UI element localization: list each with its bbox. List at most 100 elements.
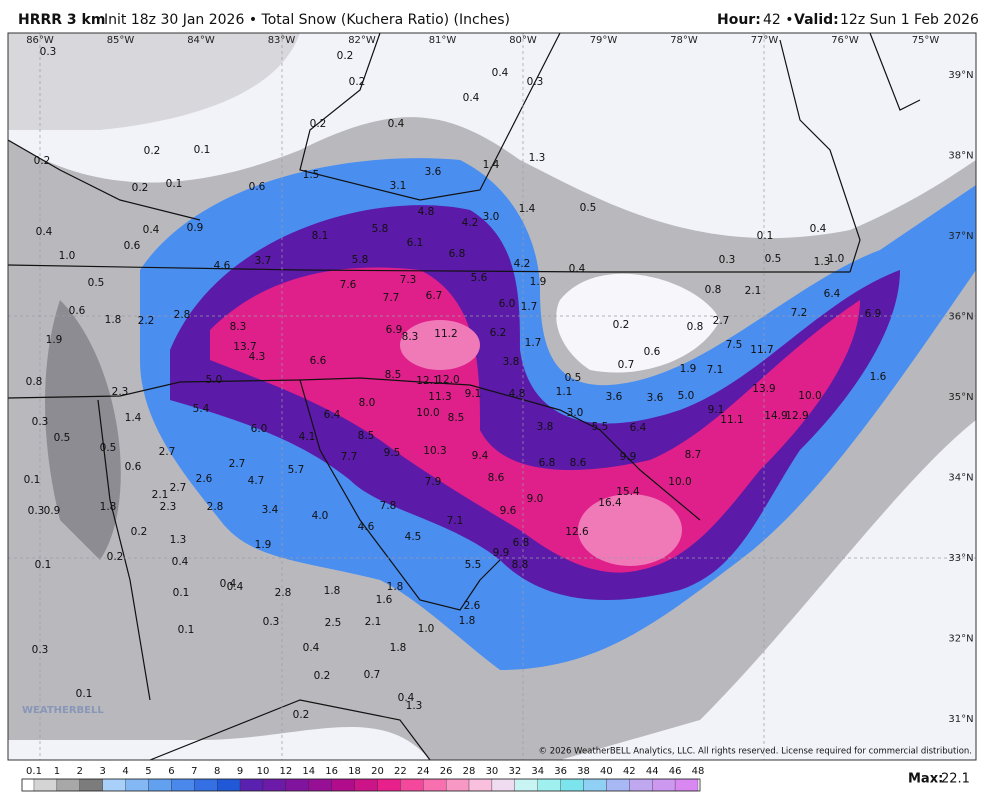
snow-total-label: 7.7 bbox=[341, 451, 358, 463]
snow-total-label: 0.3 bbox=[719, 254, 736, 266]
coastline bbox=[869, 33, 921, 111]
border bbox=[299, 33, 561, 201]
colorbar-label: 10 bbox=[257, 766, 270, 777]
snow-total-label: 7.9 bbox=[425, 476, 442, 488]
colorbar-swatch bbox=[400, 778, 424, 792]
snow-total-label: 1.3 bbox=[170, 534, 187, 546]
colorbar-label: 28 bbox=[463, 766, 476, 777]
snow-total-label: 2.7 bbox=[159, 446, 176, 458]
snow-total-label: 2.1 bbox=[745, 285, 762, 297]
snow-total-label: 0.4 bbox=[220, 578, 237, 590]
colorbar-swatch bbox=[377, 778, 401, 792]
snow-total-label: 6.6 bbox=[310, 355, 327, 367]
colorbar-label: 8 bbox=[214, 766, 220, 777]
snow-total-label: 0.3 bbox=[40, 46, 57, 58]
snow-total-label: 3.8 bbox=[537, 421, 554, 433]
colorbar-label: 48 bbox=[692, 766, 705, 777]
snow-total-label: 4.8 bbox=[509, 388, 526, 400]
snow-total-label: 1.3 bbox=[814, 256, 831, 268]
snow-total-label: 0.4 bbox=[398, 692, 415, 704]
snow-total-label: 2.2 bbox=[138, 315, 155, 327]
colorbar-label: 7 bbox=[191, 766, 197, 777]
snow-total-label: 9.1 bbox=[465, 388, 482, 400]
snow-total-label: 0.6 bbox=[644, 346, 661, 358]
latitude-label: 34°N bbox=[948, 473, 973, 484]
snow-total-label: 1.9 bbox=[530, 276, 547, 288]
snow-total-label: 4.5 bbox=[405, 531, 422, 543]
snow-total-label: 0.2 bbox=[107, 551, 124, 563]
latitude-label: 38°N bbox=[948, 151, 973, 162]
snow-total-label: 4.0 bbox=[312, 510, 329, 522]
latitude-label: 39°N bbox=[948, 70, 973, 81]
colorbar-label: 14 bbox=[302, 766, 315, 777]
coordinate-labels: 86°W 85°W 84°W 83°W 82°W 81°W 80°W 79°W 78°W 77°W… bbox=[26, 35, 973, 725]
colorbar-label: 5 bbox=[145, 766, 151, 777]
snow-total-label: 0.4 bbox=[172, 556, 189, 568]
snow-total-label: 7.1 bbox=[707, 364, 724, 376]
colorbar-swatch bbox=[33, 778, 58, 792]
snow-total-label: 12.6 bbox=[565, 526, 589, 538]
snow-total-label: 1.9 bbox=[680, 363, 697, 375]
snow-total-label: 1.0 bbox=[59, 250, 76, 262]
snow-total-label: 10.0 bbox=[416, 407, 439, 419]
snow-total-label: 11.1 bbox=[720, 414, 743, 426]
snow-total-label: 0.2 bbox=[132, 182, 149, 194]
snow-total-label: 3.6 bbox=[425, 166, 442, 178]
snow-total-label: 0.5 bbox=[565, 372, 582, 384]
snow-total-label: 0.4 bbox=[463, 92, 480, 104]
snow-total-label: 3.6 bbox=[647, 392, 664, 404]
snow-total-label: 1.0 bbox=[828, 253, 845, 265]
colorbar-label: 46 bbox=[669, 766, 682, 777]
snow-total-label: 1.7 bbox=[525, 337, 542, 349]
snow-total-label: 7.5 bbox=[726, 339, 743, 351]
longitude-label: 85°W bbox=[107, 35, 135, 46]
colorbar-swatch bbox=[171, 778, 195, 792]
snow-total-label: 8.1 bbox=[312, 230, 329, 242]
snow-total-label: 5.7 bbox=[288, 464, 305, 476]
snow-total-label: 1.8 bbox=[100, 501, 117, 513]
colorbar-label: 38 bbox=[577, 766, 590, 777]
max-value: 22.1 bbox=[941, 772, 970, 787]
snow-total-label: 3.4 bbox=[262, 504, 279, 516]
colorbar-label: 4 bbox=[122, 766, 128, 777]
snow-total-label: 0.4 bbox=[810, 223, 827, 235]
snow-total-label: 0.3 bbox=[527, 76, 544, 88]
snow-total-label: 5.8 bbox=[352, 254, 369, 266]
snow-total-label: 1.6 bbox=[376, 594, 393, 606]
snow-total-label: 1.1 bbox=[556, 386, 573, 398]
latitude-label: 32°N bbox=[948, 634, 973, 645]
snow-total-label: 1.8 bbox=[324, 585, 341, 597]
snow-total-label: 2.3 bbox=[160, 501, 177, 513]
map: 0.3 0.2 0.2 0.4 0.3 0.4 0.2 0.4 0.2 0.1 0.2 3.6 1.4 1… bbox=[7, 32, 977, 761]
snow-total-label: 1.5 bbox=[303, 169, 320, 181]
snow-total-label: 6.7 bbox=[426, 290, 443, 302]
snow-total-label: 4.7 bbox=[248, 475, 265, 487]
snow-total-label: 4.6 bbox=[358, 521, 375, 533]
pink-snow-area bbox=[210, 267, 860, 573]
snow-total-label: 5.0 bbox=[206, 374, 223, 386]
snow-total-label: 6.8 bbox=[513, 537, 530, 549]
snow-total-label: 1.0 bbox=[418, 623, 435, 635]
snow-total-label: 2.6 bbox=[464, 600, 481, 612]
snow-total-label: 1.8 bbox=[387, 581, 404, 593]
colorbar-swatch bbox=[583, 778, 607, 792]
snow-total-label: 10.0 bbox=[668, 476, 691, 488]
snow-total-label: 7.1 bbox=[447, 515, 464, 527]
snow-total-label: 0.7 bbox=[364, 669, 381, 681]
snow-total-label: 1.9 bbox=[46, 334, 63, 346]
snow-total-label: 1.7 bbox=[521, 301, 538, 313]
snow-total-label: 0.3 bbox=[263, 616, 280, 628]
colorbar-label: 40 bbox=[600, 766, 613, 777]
colorbar-label: 2 bbox=[77, 766, 83, 777]
snow-total-label: 0.8 bbox=[26, 376, 43, 388]
snow-total-label: 0.4 bbox=[303, 642, 320, 654]
snow-total-label: 11.7 bbox=[750, 344, 773, 356]
snow-total-label: 9.0 bbox=[527, 493, 544, 505]
border bbox=[97, 399, 151, 701]
snow-total-label: 4.1 bbox=[299, 431, 316, 443]
snow-total-label: 5.8 bbox=[372, 223, 389, 235]
snow-total-label: 1.8 bbox=[459, 615, 476, 627]
snow-total-label: 0.2 bbox=[337, 50, 354, 62]
colorbar-swatch bbox=[285, 778, 309, 792]
